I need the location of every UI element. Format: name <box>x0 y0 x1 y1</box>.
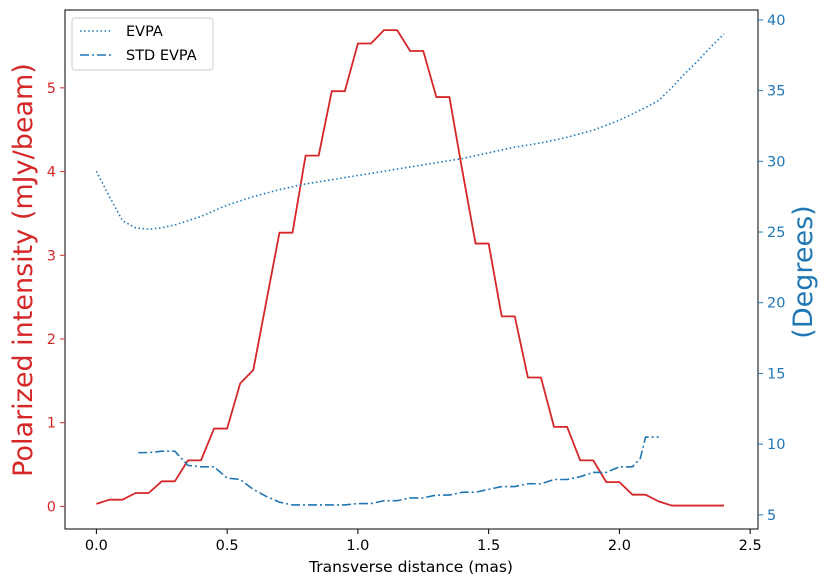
legend-box <box>71 17 214 71</box>
right-y-tick-label: 35 <box>767 84 785 100</box>
x-tick-label: 1.0 <box>346 538 369 554</box>
x-tick-label: 0.5 <box>216 538 239 554</box>
series-std-evpa-line <box>138 436 659 506</box>
x-axis-title: Transverse distance (mas) <box>308 558 513 576</box>
right-y-tick-label: 30 <box>767 154 785 170</box>
right-y-tick-label: 20 <box>767 296 785 312</box>
left-y-tick-label: 3 <box>47 248 56 264</box>
left-y-axis-title: Polarized intensity (mJy/beam) <box>8 63 39 477</box>
right-y-tick-label: 5 <box>767 508 776 524</box>
legend-std-evpa-label: STD EVPA <box>126 48 197 64</box>
left-y-tick-label: 0 <box>47 499 56 515</box>
right-y-tick-label: 10 <box>767 437 785 453</box>
series-polarized-intensity-line <box>96 29 724 507</box>
left-y-tick-label: 1 <box>47 416 56 432</box>
x-axis-ticks: 0.0 0.5 1.0 1.5 2.0 2.5 <box>85 529 762 554</box>
left-y-tick-label: 2 <box>47 332 56 348</box>
x-tick-label: 2.0 <box>608 538 631 554</box>
series-evpa-line <box>95 33 725 230</box>
x-tick-label: 1.5 <box>477 538 500 554</box>
left-y-tick-label: 4 <box>47 165 56 181</box>
plot-frame <box>64 9 759 530</box>
legend-evpa-label: EVPA <box>126 24 163 40</box>
x-tick-label: 2.5 <box>739 538 762 554</box>
legend: EVPA STD EVPA <box>71 17 214 71</box>
right-y-tick-label: 40 <box>767 13 785 29</box>
x-tick-label: 0.0 <box>85 538 108 554</box>
right-y-axis-ticks: 5 10 15 20 25 30 35 40 <box>758 13 785 524</box>
left-y-tick-label: 5 <box>47 81 56 97</box>
plot-content <box>95 29 725 507</box>
right-y-tick-label: 25 <box>767 225 785 241</box>
right-y-tick-label: 15 <box>767 366 785 382</box>
left-y-axis-ticks: 0 1 2 3 4 5 <box>47 81 65 515</box>
right-y-axis-title: (Degrees) <box>788 205 819 338</box>
